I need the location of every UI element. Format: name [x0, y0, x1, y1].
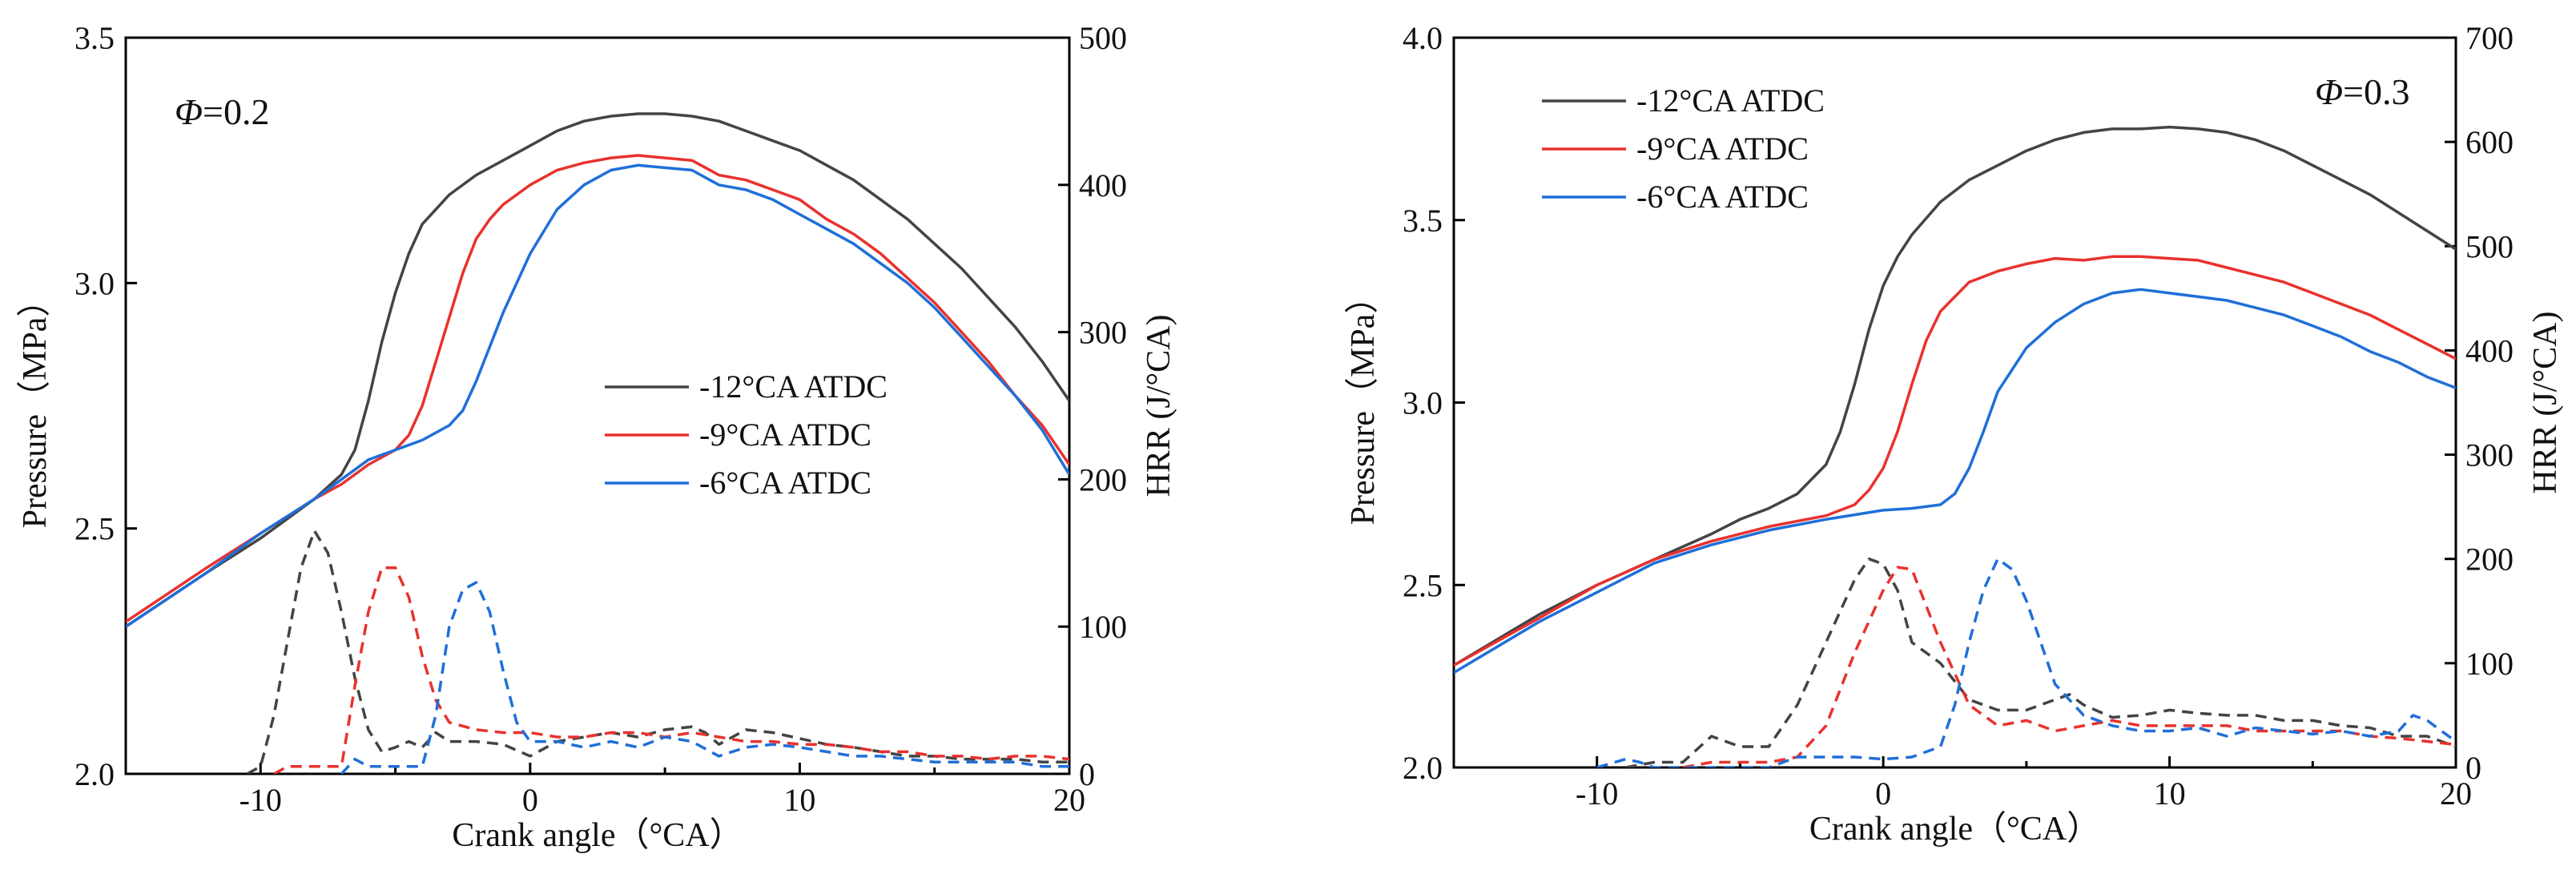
phi-annotation: Φ=0.2 [175, 91, 269, 132]
chart-panel-left: -10 0 10 20 2.0 2.5 3.0 3.5 0 100 200 300 400 500 Cran… [17, 20, 1177, 854]
x-axis-label: Crank angle（°CA） [452, 817, 743, 854]
x-tick-label: 0 [1875, 775, 1891, 812]
plot-area [1454, 125, 2456, 767]
y-right-tick-label: 300 [2465, 437, 2514, 473]
x-tick-label: 10 [2154, 775, 2186, 812]
legend: -12°CA ATDC -9°CA ATDC -6°CA ATDC [1542, 83, 1825, 215]
y-left-tick-label: 3.5 [74, 20, 115, 56]
x-tick-label: 10 [783, 782, 815, 818]
y-right-tick-label: 400 [2465, 332, 2514, 369]
plot-frame [1452, 36, 2457, 769]
y-left-tick-label: 3.0 [1403, 385, 1443, 421]
phi-value: =0.3 [2343, 71, 2409, 112]
legend-label: -6°CA ATDC [1636, 179, 1809, 215]
y-right-tick-label: 200 [2465, 542, 2514, 578]
y-right-tick-label: 600 [2465, 124, 2514, 160]
legend-label: -6°CA ATDC [699, 465, 871, 501]
hrr-line-2 [340, 581, 1069, 774]
y-right-tick-label: 500 [2465, 228, 2514, 264]
hrr-line-0 [246, 529, 1069, 774]
phi-annotation: Φ=0.3 [2315, 71, 2409, 112]
hrr-line-0 [1625, 557, 2456, 767]
y-right-tick-label: 200 [1079, 461, 1127, 497]
y-right-axis-label: HRR (J/°CA) [1141, 315, 1177, 497]
pressure-line-2 [126, 163, 1069, 628]
phi-symbol: Φ [2315, 71, 2343, 112]
pressure-line-1 [1454, 255, 2456, 667]
y-right-tick-label: 400 [1079, 167, 1127, 203]
y-right-tick-label: 100 [2465, 646, 2514, 682]
phi-symbol: Φ [175, 91, 203, 132]
phi-value: =0.2 [203, 91, 269, 132]
y-right-tick-label: 500 [1079, 20, 1127, 56]
x-tick-label: -10 [1576, 775, 1618, 812]
y-right-axis-label: HRR (J/°CA) [2527, 312, 2564, 494]
pressure-line-1 [126, 154, 1069, 623]
x-tick-label: 20 [1053, 782, 1085, 818]
legend-label: -9°CA ATDC [699, 417, 871, 453]
y-left-axis-label: Pressure（MPa） [1345, 280, 1382, 526]
plot-area [126, 112, 1069, 774]
legend: -12°CA ATDC -9°CA ATDC -6°CA ATDC [605, 369, 888, 501]
pressure-line-2 [1454, 288, 2456, 675]
y-left-tick-label: 2.0 [1403, 750, 1443, 786]
y-right-tick-label: 0 [2465, 750, 2481, 786]
hrr-line-1 [1682, 566, 2456, 767]
x-tick-label: 20 [2440, 775, 2472, 812]
pressure-line-0 [126, 112, 1069, 628]
hrr-line-1 [273, 566, 1069, 774]
legend-label: -12°CA ATDC [1636, 83, 1825, 119]
y-left-tick-label: 3.0 [74, 265, 115, 301]
hrr-line-2 [1596, 557, 2456, 767]
chart-panel-right: -10 0 10 20 2.0 2.5 3.0 3.5 4.0 0 100 200 300 400 500 6… [1345, 20, 2564, 848]
plot-frame [124, 36, 1071, 775]
pressure-line-0 [1454, 125, 2456, 667]
y-left-tick-label: 2.5 [1403, 567, 1443, 603]
y-left-tick-label: 4.0 [1403, 20, 1443, 56]
y-right-tick-label: 100 [1079, 609, 1127, 645]
y-right-tick-label: 0 [1079, 756, 1095, 792]
y-right-tick-label: 300 [1079, 315, 1127, 351]
y-left-axis-label: Pressure（MPa） [17, 284, 54, 529]
legend-label: -9°CA ATDC [1636, 131, 1809, 167]
x-tick-label: -10 [239, 782, 282, 818]
x-axis-label: Crank angle（°CA） [1809, 811, 2100, 848]
y-left-tick-label: 3.5 [1403, 203, 1443, 239]
legend-label: -12°CA ATDC [699, 369, 888, 405]
y-left-tick-label: 2.0 [74, 756, 115, 792]
y-right-tick-label: 700 [2465, 20, 2514, 56]
x-tick-label: 0 [522, 782, 538, 818]
y-left-tick-label: 2.5 [74, 511, 115, 547]
